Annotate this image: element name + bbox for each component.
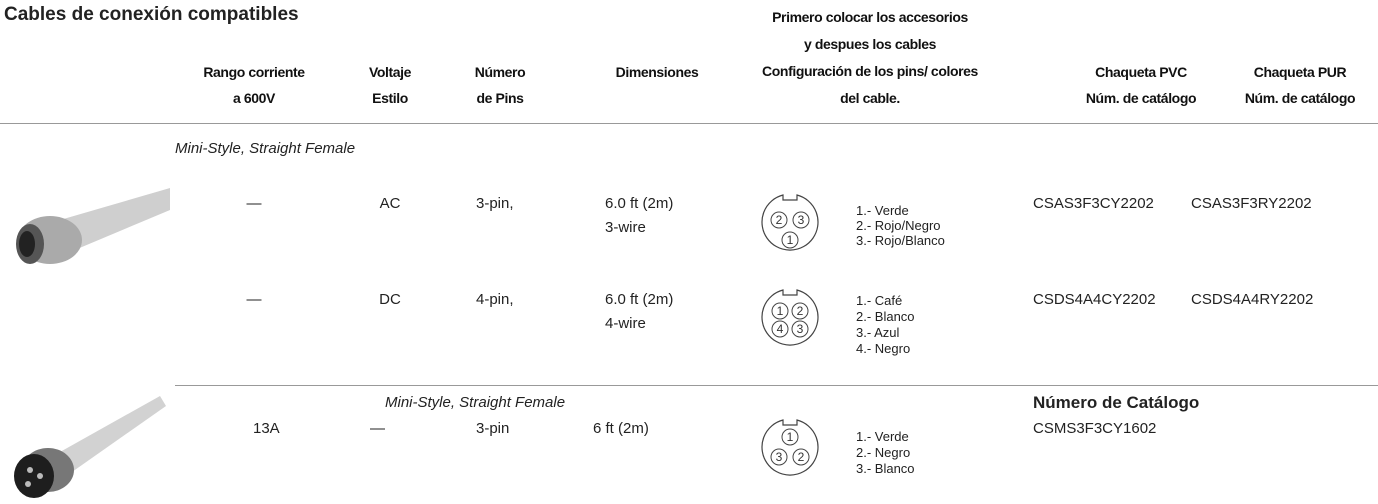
cell: 4-wire bbox=[605, 315, 646, 332]
pin-number: 2 bbox=[797, 304, 804, 318]
header: Chaqueta PUR bbox=[1253, 64, 1347, 80]
cell: — bbox=[246, 195, 262, 212]
pin-number: 3 bbox=[776, 450, 783, 464]
pin-number: 4 bbox=[777, 322, 784, 336]
header: del cable. bbox=[840, 90, 900, 106]
cell: 3-pin, bbox=[476, 195, 514, 212]
wire-color: 4.- Negro bbox=[856, 341, 911, 356]
cell: CSMS3F3CY1602 bbox=[1033, 420, 1157, 437]
pin-number: 1 bbox=[787, 233, 794, 247]
wire-color: 2.- Rojo/Negro bbox=[856, 218, 941, 233]
header: Estilo bbox=[372, 90, 408, 106]
cell: 13A bbox=[253, 420, 280, 437]
cell: CSDS4A4RY2202 bbox=[1191, 291, 1314, 308]
wire-color: 1.- Verde bbox=[856, 203, 909, 218]
wire-color: 1.- Café bbox=[856, 293, 903, 308]
header: y despues los cables bbox=[803, 36, 937, 52]
wire-color: 3.- Rojo/Blanco bbox=[856, 233, 945, 248]
cell: 3-pin bbox=[476, 420, 510, 437]
header: Voltaje bbox=[368, 64, 412, 80]
cell: AC bbox=[379, 195, 401, 212]
cable-photo bbox=[14, 396, 166, 498]
cell: 6 ft (2m) bbox=[593, 420, 649, 437]
wire-color: 2.- Negro bbox=[856, 445, 911, 460]
header: Número bbox=[474, 64, 526, 80]
pin-number: 2 bbox=[798, 450, 805, 464]
section-label: Mini-Style, Straight Female bbox=[175, 140, 356, 157]
cell: — bbox=[246, 291, 262, 308]
wire-color: 2.- Blanco bbox=[856, 309, 915, 324]
wire-color: 3.- Blanco bbox=[856, 461, 915, 476]
cell: 6.0 ft (2m) bbox=[605, 291, 674, 308]
header: a 600V bbox=[233, 90, 275, 106]
rule bbox=[0, 123, 1378, 124]
header: Núm. de catálogo bbox=[1085, 90, 1197, 106]
header: Rango corriente bbox=[203, 64, 305, 80]
cell: DC bbox=[379, 291, 401, 308]
cell: 4-pin, bbox=[476, 291, 514, 308]
header: de Pins bbox=[476, 90, 524, 106]
cell: 3-wire bbox=[605, 219, 646, 236]
header: Configuración de los pins/ colores bbox=[762, 63, 978, 79]
pin-number: 1 bbox=[787, 430, 794, 444]
cell: CSAS3F3CY2202 bbox=[1033, 195, 1154, 212]
cell: 6.0 ft (2m) bbox=[605, 195, 674, 212]
title: Cables de conexión compatibles bbox=[4, 4, 299, 25]
cell: — bbox=[370, 420, 385, 437]
section-heading: Número de Catálogo bbox=[1033, 393, 1200, 412]
header: Primero colocar los accesorios bbox=[772, 9, 968, 25]
pin-diagram: 1 3 2 bbox=[761, 419, 819, 476]
pin-number: 1 bbox=[777, 304, 784, 318]
cell: CSAS3F3RY2202 bbox=[1191, 195, 1312, 212]
wire-color: 1.- Verde bbox=[856, 429, 909, 444]
wire-color: 3.- Azul bbox=[856, 325, 900, 340]
pin-number: 2 bbox=[776, 213, 783, 227]
pin-number: 3 bbox=[798, 213, 805, 227]
header: Dimensiones bbox=[615, 64, 699, 80]
cable-photo bbox=[16, 188, 170, 264]
header: Núm. de catálogo bbox=[1244, 90, 1356, 106]
pin-diagram: 1 2 4 3 bbox=[761, 289, 819, 346]
rule bbox=[175, 385, 1378, 386]
header: Chaqueta PVC bbox=[1095, 64, 1187, 80]
section-label: Mini-Style, Straight Female bbox=[385, 394, 566, 411]
pin-diagram: 2 3 1 bbox=[761, 194, 819, 251]
cell: CSDS4A4CY2202 bbox=[1033, 291, 1156, 308]
pin-number: 3 bbox=[797, 322, 804, 336]
